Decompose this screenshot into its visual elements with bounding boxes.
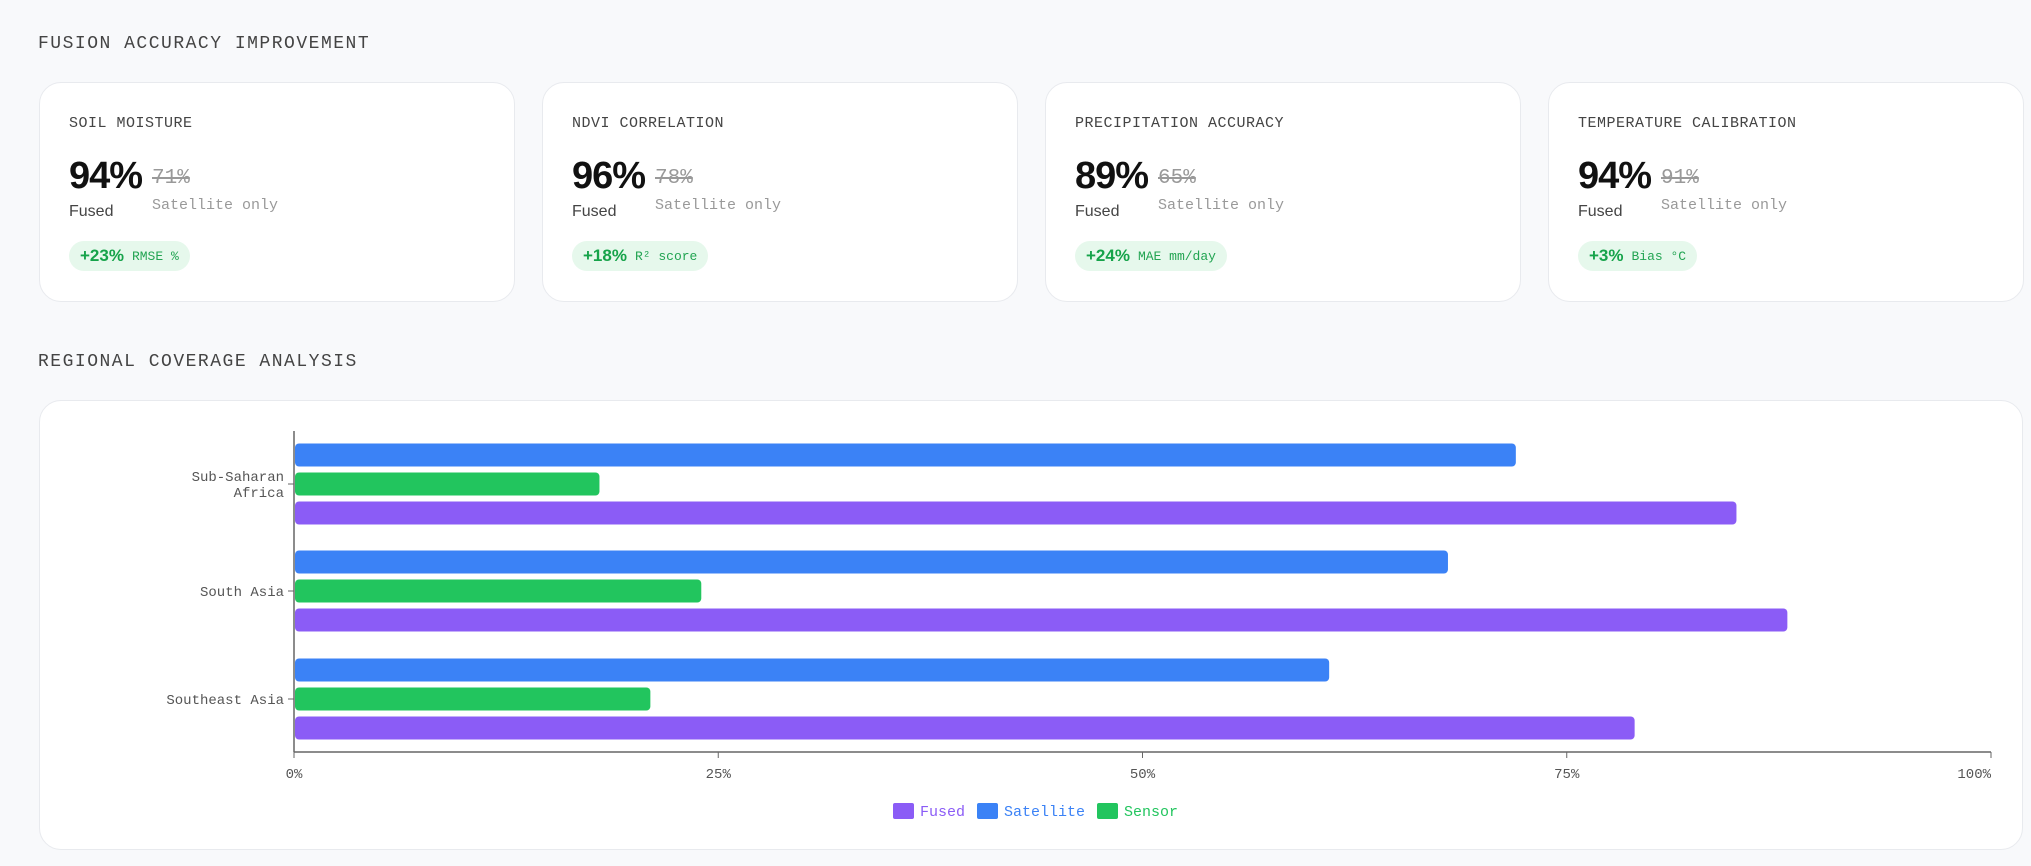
bar-satellite [295,443,1516,467]
metric-card: NDVI CORRELATION 96% 78% Fused Satellite… [542,82,1018,302]
satellite-label: Satellite only [655,197,782,214]
bar-satellite [295,658,1330,682]
improvement-badge: +18% R² score [572,241,709,271]
metric-card: PRECIPITATION ACCURACY 89% 65% Fused Sat… [1045,82,1521,302]
metric-label: SOIL MOISTURE [69,115,193,132]
legend-swatch-fused [893,803,914,819]
improvement-badge: +24% MAE mm/day [1075,241,1227,271]
metric-label: PRECIPITATION ACCURACY [1075,115,1285,132]
legend-swatch-satellite [977,803,998,819]
bar-sensor [295,687,651,711]
satellite-label: Satellite only [152,197,279,214]
satellite-label: Satellite only [1158,197,1285,214]
improvement-metric: R² score [634,248,698,264]
bar-fused [295,608,1788,632]
y-tick-label: South Asia [200,585,284,601]
x-tick-label: 25% [706,767,732,783]
improvement-badge: +3% Bias °C [1578,241,1698,271]
metric-label: TEMPERATURE CALIBRATION [1578,115,1797,132]
y-tick-label: Sub-Saharan Africa [192,470,284,502]
fused-value: 96% [572,155,646,197]
improvement-value: +24% [1086,246,1130,265]
fused-label: Fused [1075,203,1120,220]
bar-satellite [295,550,1448,574]
bar-fused [295,501,1737,525]
improvement-value: +18% [583,246,627,265]
bar-sensor [295,579,702,603]
legend-label-sensor[interactable]: Sensor [1124,804,1178,821]
section-title-coverage: REGIONAL COVERAGE ANALYSIS [38,352,358,372]
coverage-bar-chart: 0% 25% 50% 75% 100% Sub-Saharan Africa South As… [166,431,1992,821]
bar-sensor [295,472,600,496]
improvement-value: +23% [80,246,124,265]
x-tick-label: 0% [286,767,303,783]
metric-label: NDVI CORRELATION [572,115,725,132]
satellite-value: 65% [1158,167,1196,190]
improvement-metric: Bias °C [1631,248,1687,264]
fused-value: 89% [1075,155,1149,197]
legend-label-fused[interactable]: Fused [920,804,965,821]
satellite-label: Satellite only [1661,197,1788,214]
fused-label: Fused [1578,203,1623,220]
x-tick-label: 75% [1554,767,1580,783]
fused-value: 94% [69,155,143,197]
satellite-value: 78% [655,167,693,190]
fused-value: 94% [1578,155,1652,197]
coverage-chart-card: 0% 25% 50% 75% 100% Sub-Saharan Africa South As… [39,400,2023,850]
bar-fused [295,716,1635,740]
metric-card: SOIL MOISTURE 94% 71% Fused Satellite on… [39,82,515,302]
improvement-metric: RMSE % [131,248,179,264]
satellite-value: 91% [1661,167,1699,190]
legend-swatch-sensor [1097,803,1118,819]
improvement-metric: MAE mm/day [1137,248,1216,264]
fused-label: Fused [572,203,617,220]
legend-label-satellite[interactable]: Satellite [1004,804,1085,821]
x-tick-label: 50% [1130,767,1156,783]
fused-label: Fused [69,203,114,220]
section-title-accuracy: FUSION ACCURACY IMPROVEMENT [38,34,371,54]
improvement-badge: +23% RMSE % [69,241,190,271]
x-tick-label: 100% [1957,767,1991,783]
improvement-value: +3% [1589,246,1624,265]
y-tick-label: Southeast Asia [166,693,284,709]
satellite-value: 71% [152,167,190,190]
metric-card: TEMPERATURE CALIBRATION 94% 91% Fused Sa… [1548,82,2024,302]
